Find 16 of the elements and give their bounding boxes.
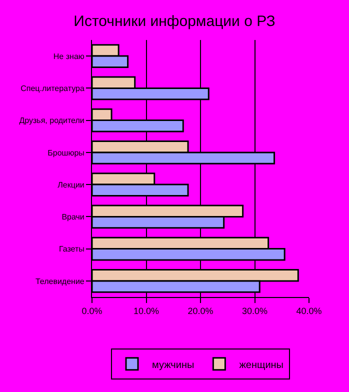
y-tick-label: Врачи [62, 212, 84, 222]
y-tick-label: Брошюры [48, 148, 85, 158]
y-tick-label: Газеты [58, 244, 85, 254]
y-tick-label: Телевидение [35, 276, 85, 286]
chart-title: Источники информации о РЗ [74, 13, 276, 30]
legend-label: мужчины [152, 360, 194, 371]
x-tick-label: 0.0% [82, 306, 102, 316]
y-tick-label: Спец.литература [20, 84, 85, 93]
legend-label: женщины [239, 360, 284, 371]
x-tick-label: 20.0% [188, 306, 214, 316]
y-tick-label: Друзья, родители [19, 116, 84, 126]
x-tick-label: 10.0% [133, 306, 160, 316]
y-tick-label: Лекции [58, 180, 84, 190]
x-tick-label: 40.0% [296, 306, 322, 316]
y-tick-label: Не знаю [53, 52, 84, 61]
x-tick-label: 30.0% [242, 306, 268, 316]
